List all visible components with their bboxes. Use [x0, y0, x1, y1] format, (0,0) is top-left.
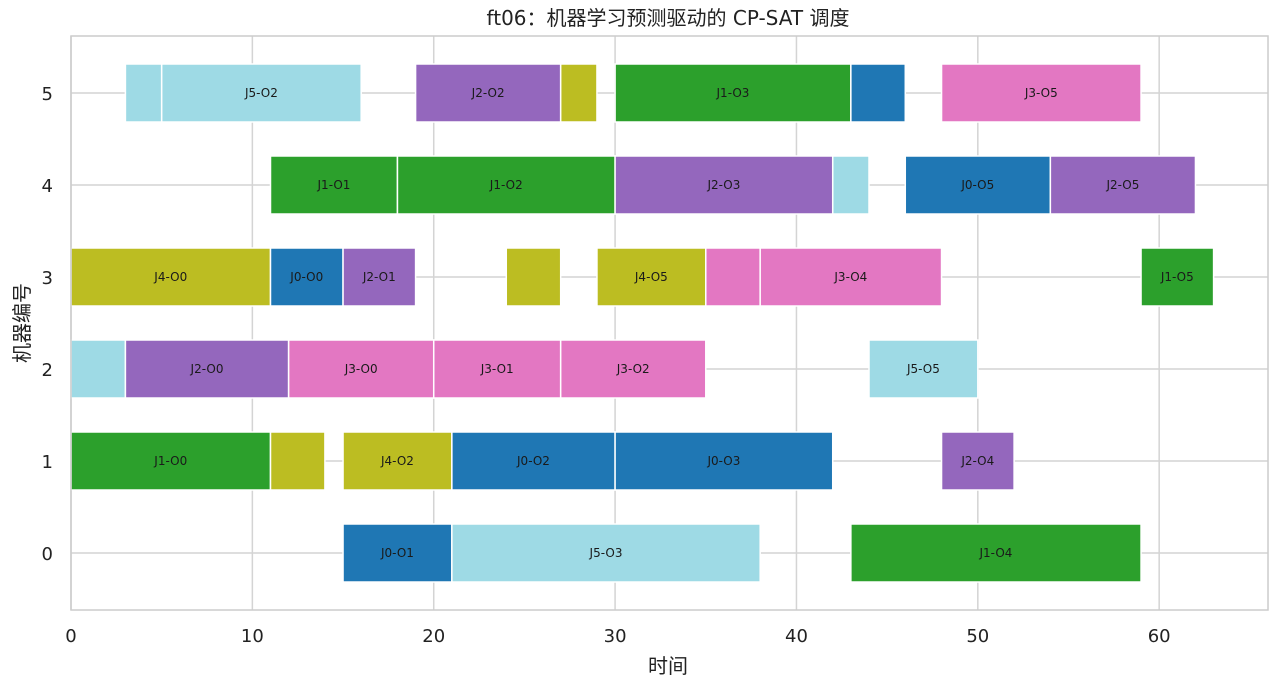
x-tick-label: 20 [422, 626, 445, 647]
task-label: J1-O2 [489, 178, 523, 192]
y-tick-label: 4 [42, 176, 53, 197]
y-tick-label: 5 [42, 84, 53, 105]
task-bar [160, 63, 362, 123]
task-label: J0-O1 [380, 546, 414, 560]
task-bar [868, 339, 979, 399]
task-bar [269, 431, 326, 491]
task-label: J3-O1 [480, 362, 514, 376]
task-bar [559, 339, 707, 399]
task-bar [70, 247, 272, 307]
task-label: J3-O0 [344, 362, 378, 376]
x-tick-label: 0 [65, 626, 76, 647]
task-bar [342, 431, 453, 491]
task-label: J4-O0 [153, 270, 187, 284]
bars: J5-O2 J2-O2 J1-O3 J3-O5 J1-O1 J1-O2 J2-O3 J0-O5… [70, 63, 1215, 583]
task-bar [432, 339, 562, 399]
task-bar [1140, 247, 1215, 307]
task-bar [287, 339, 435, 399]
task-label: J2-O0 [190, 362, 224, 376]
task-label: J4-O5 [634, 270, 668, 284]
task-bar [614, 431, 834, 491]
task-bar [269, 247, 344, 307]
task-bar [831, 155, 870, 215]
task-bar [396, 155, 616, 215]
task-bar [705, 247, 761, 307]
x-tick-label: 10 [241, 626, 264, 647]
task-label: J1-O3 [716, 86, 750, 100]
task-bar [505, 247, 562, 307]
task-label: J1-O4 [978, 546, 1012, 560]
task-bar [124, 63, 163, 123]
task-label: J3-O2 [616, 362, 650, 376]
x-axis-label: 时间 [648, 654, 688, 678]
task-bar [596, 247, 707, 307]
y-tick-label: 2 [42, 360, 53, 381]
task-bar [614, 155, 834, 215]
task-label: J5-O2 [244, 86, 278, 100]
task-bar [451, 523, 761, 583]
task-bar [559, 63, 598, 123]
task-label: J2-O5 [1105, 178, 1139, 192]
x-tick-label: 50 [966, 626, 989, 647]
task-bar [124, 339, 290, 399]
task-bar [940, 431, 1015, 491]
task-label: J3-O5 [1024, 86, 1058, 100]
task-label: J4-O2 [380, 454, 414, 468]
task-bar [342, 247, 417, 307]
task-label: J0-O5 [960, 178, 994, 192]
task-label: J2-O1 [362, 270, 396, 284]
task-label: J2-O2 [471, 86, 505, 100]
task-label: J0-O3 [706, 454, 740, 468]
task-bar [850, 63, 907, 123]
y-axis-label: 机器编号 [10, 283, 34, 363]
task-label: J0-O2 [516, 454, 550, 468]
chart-title: ft06：机器学习预测驱动的 CP-SAT 调度 [487, 6, 850, 30]
x-tick-label: 40 [785, 626, 808, 647]
x-tick-label: 60 [1148, 626, 1171, 647]
task-bar [342, 523, 453, 583]
task-label: J5-O3 [589, 546, 623, 560]
task-label: J5-O5 [906, 362, 940, 376]
ticks: 0 10 20 30 40 50 60 0 1 2 3 4 5 [42, 84, 1171, 647]
task-label: J2-O3 [706, 178, 740, 192]
task-label: J1-O0 [153, 454, 187, 468]
x-tick-label: 30 [604, 626, 627, 647]
task-label: J0-O0 [289, 270, 323, 284]
plot-frame [70, 35, 1269, 611]
task-bar [70, 339, 127, 399]
task-label: J3-O4 [833, 270, 867, 284]
task-bar [850, 523, 1142, 583]
task-bar [1049, 155, 1197, 215]
y-tick-label: 3 [42, 268, 53, 289]
y-tick-label: 0 [42, 544, 53, 565]
task-label: J2-O4 [960, 454, 994, 468]
task-bar [269, 155, 399, 215]
task-bar [759, 247, 943, 307]
task-label: J1-O1 [317, 178, 351, 192]
task-bar [614, 63, 852, 123]
task-bar [940, 63, 1142, 123]
task-bar [414, 63, 562, 123]
task-label: J1-O5 [1160, 270, 1194, 284]
y-tick-label: 1 [42, 452, 53, 473]
